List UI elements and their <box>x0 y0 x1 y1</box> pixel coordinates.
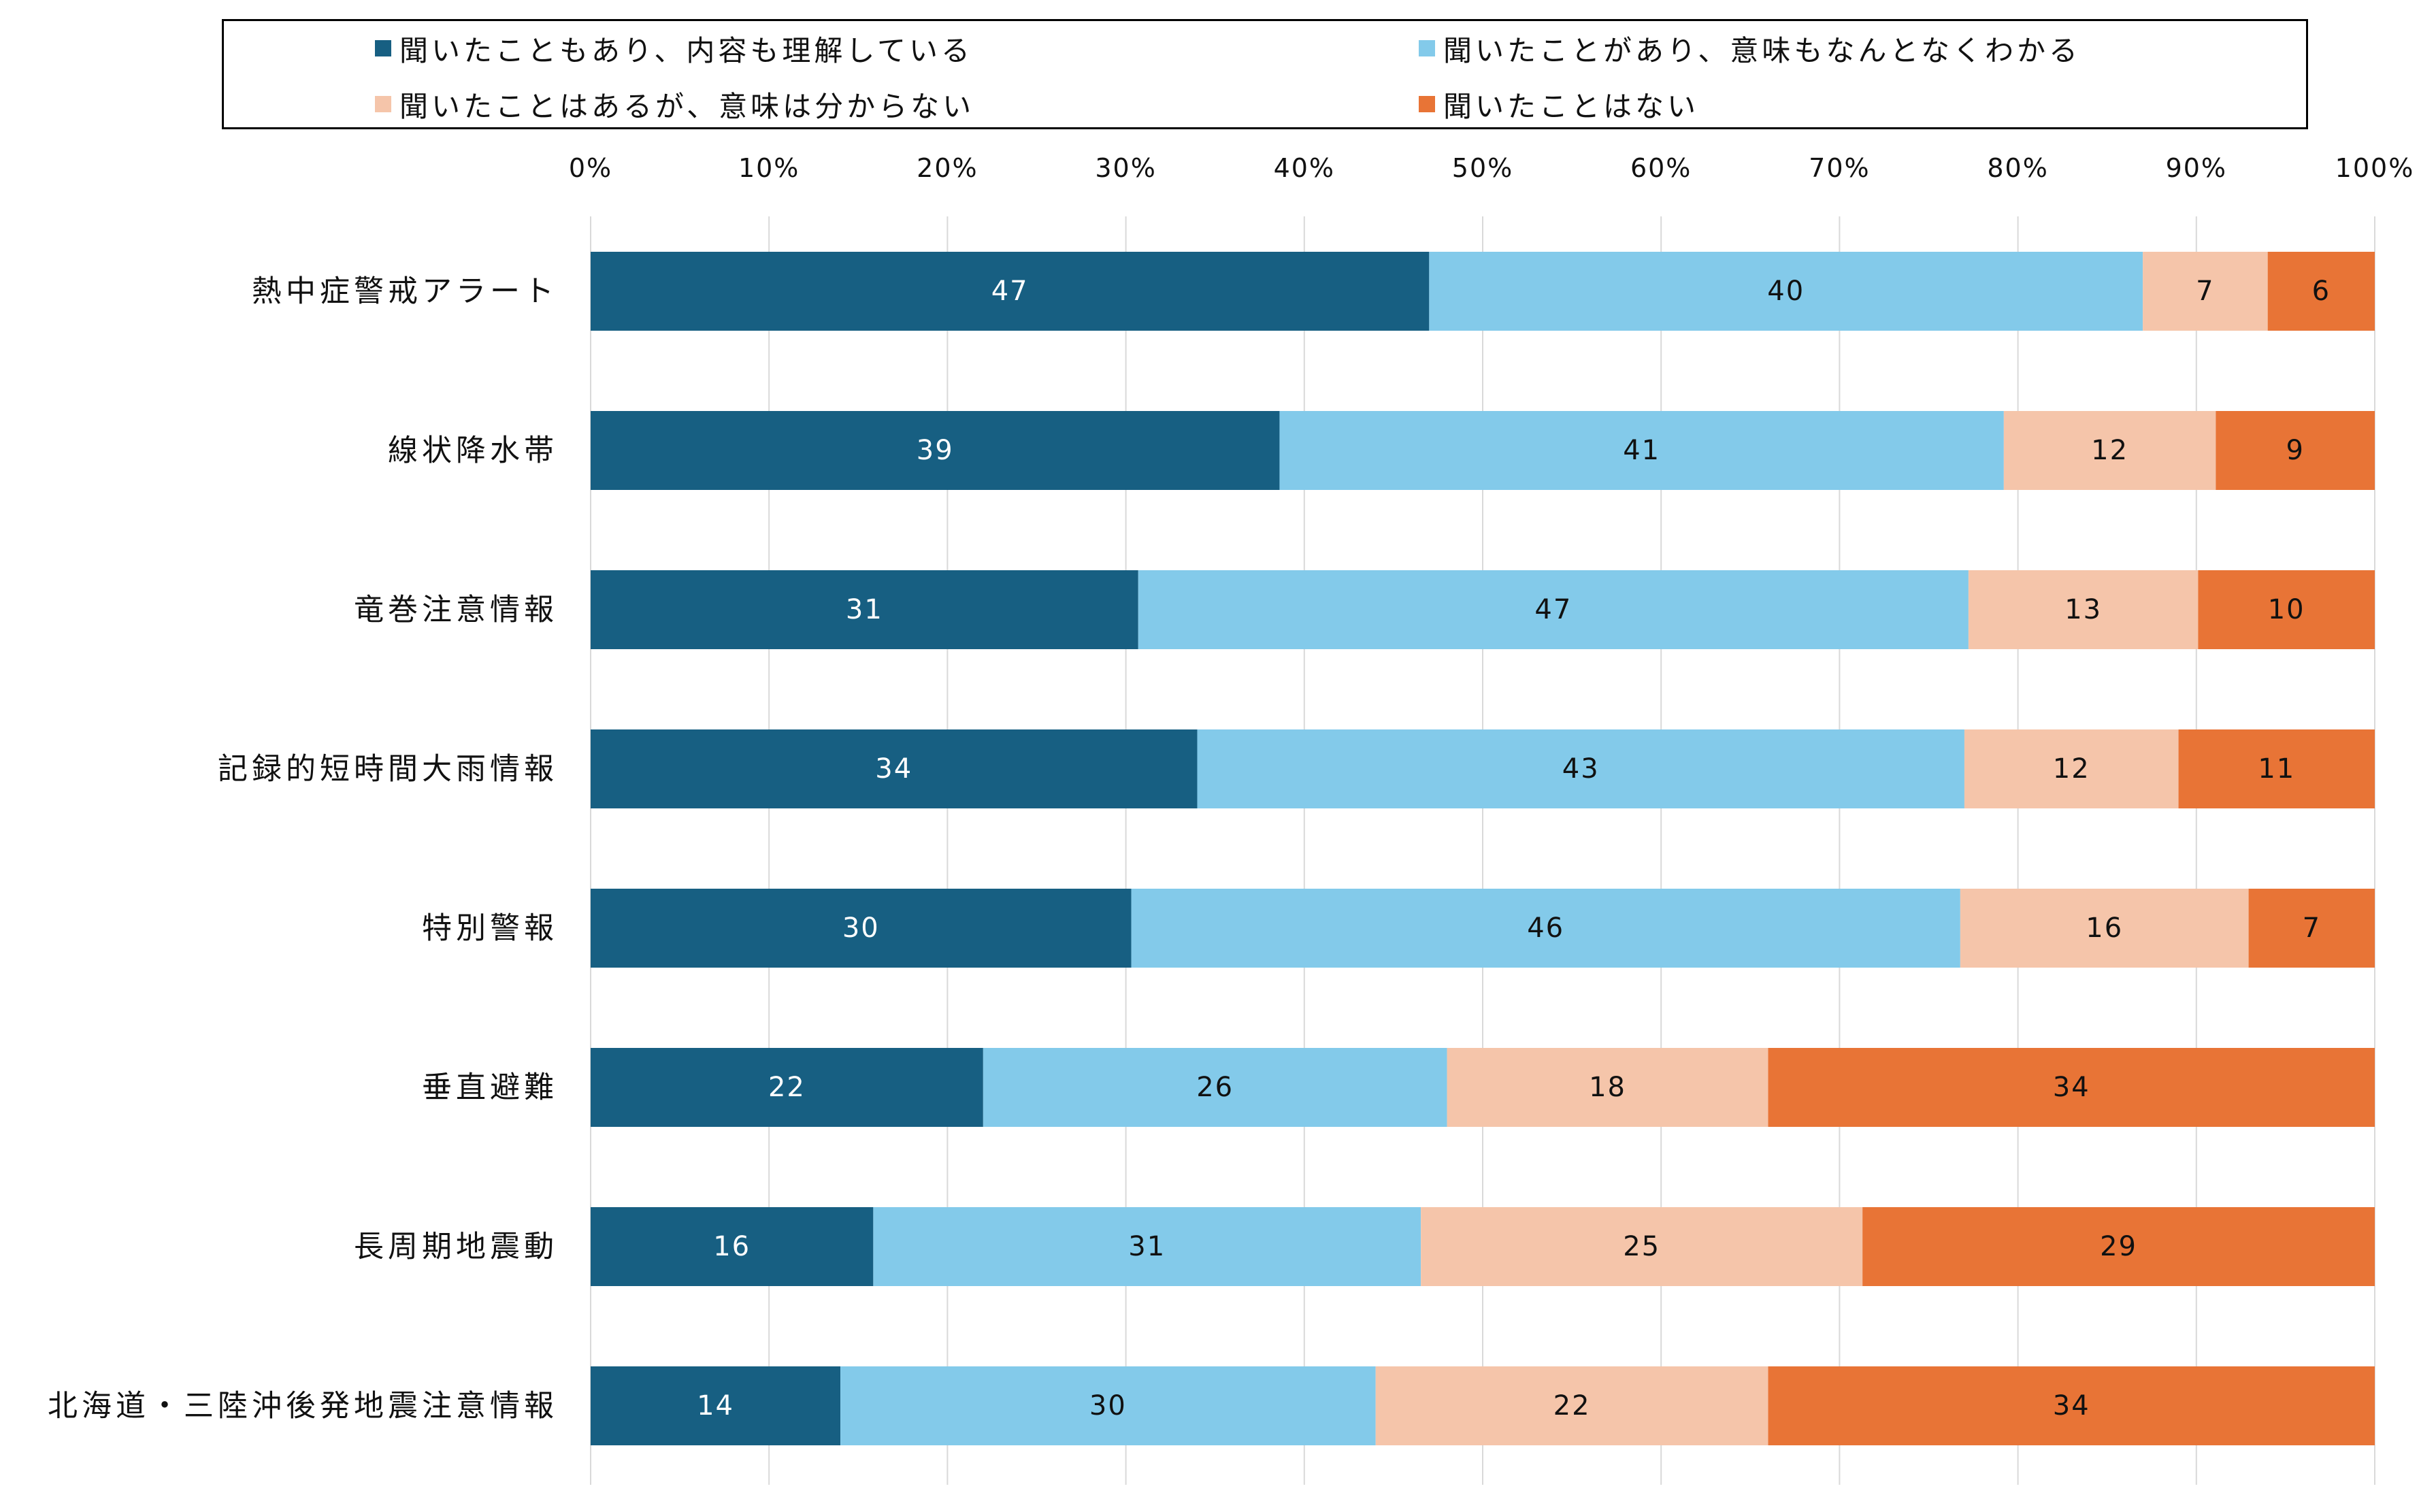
x-tick-label: 30% <box>1095 153 1156 183</box>
data-label: 47 <box>991 276 1029 307</box>
x-tick-label: 10% <box>738 153 800 183</box>
data-label: 14 <box>697 1390 734 1421</box>
legend-item-not-understand: 聞いたことはあるが、意味は分からない <box>375 84 974 125</box>
bar-segment <box>1964 729 2179 808</box>
data-label: 40 <box>1767 276 1805 307</box>
data-label: 30 <box>842 913 880 944</box>
data-label: 18 <box>1589 1072 1626 1103</box>
legend-swatch-never-heard <box>1419 96 1435 112</box>
bar-segment <box>2216 411 2375 490</box>
data-label: 16 <box>2086 913 2123 944</box>
bar-segment <box>591 889 1132 968</box>
bar-segment <box>591 252 1430 331</box>
bar-segment <box>1862 1207 2375 1286</box>
x-tick-label: 0% <box>569 153 612 183</box>
bar-segment <box>1768 1366 2375 1445</box>
category-label: 特別警報 <box>422 911 558 946</box>
data-label: 34 <box>875 753 912 785</box>
bar-segment <box>591 570 1138 649</box>
data-label: 47 <box>1534 594 1572 625</box>
legend-item-understand: 聞いたこともあり、内容も理解している <box>375 28 973 69</box>
category-label: 北海道・三陸沖後発地震注意情報 <box>48 1389 558 1424</box>
legend-item-never-heard: 聞いたことはない <box>1419 84 1699 125</box>
category-label: 熱中症警戒アラート <box>252 274 558 309</box>
x-tick-label: 40% <box>1274 153 1335 183</box>
bar-segment <box>1421 1207 1863 1286</box>
bar-segment <box>2003 411 2216 490</box>
bar-segment <box>1279 411 2004 490</box>
bar-segment <box>1968 570 2199 649</box>
data-label: 22 <box>1553 1390 1591 1421</box>
data-label: 31 <box>1128 1231 1166 1262</box>
bar-segment <box>983 1048 1447 1127</box>
bar-segment <box>840 1366 1376 1445</box>
data-label: 12 <box>2053 753 2090 785</box>
data-label: 31 <box>846 594 883 625</box>
bar-segment <box>1375 1366 1768 1445</box>
data-label: 13 <box>2064 594 2102 625</box>
legend-label-somewhat: 聞いたことがあり、意味もなんとなくわかる <box>1443 33 2081 67</box>
bar-segment <box>591 1048 983 1127</box>
legend-label-not-understand: 聞いたことはあるが、意味は分からない <box>399 89 975 123</box>
data-label: 6 <box>2312 276 2331 307</box>
data-label: 34 <box>2053 1390 2090 1421</box>
x-tick-label: 90% <box>2166 153 2227 183</box>
data-label: 7 <box>2196 276 2214 307</box>
bar-segment <box>591 1207 874 1286</box>
legend-item-somewhat: 聞いたことがあり、意味もなんとなくわかる <box>1419 28 2081 69</box>
legend-label-never-heard: 聞いたことはない <box>1443 89 1700 123</box>
x-tick-label: 100% <box>2335 153 2415 183</box>
bar-segment <box>1960 889 2249 968</box>
data-label: 9 <box>2286 435 2304 466</box>
data-label: 46 <box>1527 913 1564 944</box>
bar-segment <box>591 411 1280 490</box>
data-label: 11 <box>2258 753 2295 785</box>
bar-segment <box>1138 570 1969 649</box>
category-label: 長周期地震動 <box>354 1230 558 1264</box>
data-label: 34 <box>2053 1072 2090 1103</box>
legend-label-understand: 聞いたこともあり、内容も理解している <box>399 33 974 67</box>
bar-segment <box>873 1207 1421 1286</box>
data-label: 43 <box>1562 753 1600 785</box>
bar-segment <box>1768 1048 2375 1127</box>
bar-segment <box>2143 252 2268 331</box>
data-label: 30 <box>1089 1390 1127 1421</box>
bar-segment <box>591 729 1198 808</box>
data-label: 26 <box>1196 1072 1234 1103</box>
category-label: 竜巻注意情報 <box>354 593 558 627</box>
data-label: 22 <box>768 1072 806 1103</box>
category-label: 垂直避難 <box>422 1070 558 1105</box>
legend-swatch-not-understand <box>375 96 391 112</box>
data-label: 12 <box>2091 435 2128 466</box>
bar-segment <box>1131 889 1960 968</box>
bar-segment <box>2267 252 2375 331</box>
legend: 聞いたこともあり、内容も理解している 聞いたことがあり、意味もなんとなくわかる … <box>222 19 2308 129</box>
data-label: 7 <box>2303 913 2321 944</box>
data-label: 10 <box>2268 594 2305 625</box>
bar-segment <box>591 1366 841 1445</box>
bar-segment <box>1447 1048 1768 1127</box>
bar-segment <box>2248 889 2375 968</box>
data-label: 39 <box>917 435 954 466</box>
bar-segment <box>1429 252 2143 331</box>
x-tick-label: 60% <box>1630 153 1692 183</box>
legend-swatch-somewhat <box>1419 40 1435 56</box>
category-label: 記録的短時間大雨情報 <box>218 752 558 787</box>
bar-segment <box>1197 729 1964 808</box>
x-tick-label: 50% <box>1452 153 1513 183</box>
data-label: 41 <box>1623 435 1660 466</box>
x-tick-label: 70% <box>1809 153 1870 183</box>
x-tick-label: 80% <box>1987 153 2048 183</box>
bar-segment <box>2198 570 2375 649</box>
x-tick-label: 20% <box>917 153 978 183</box>
data-label: 29 <box>2100 1231 2137 1262</box>
data-label: 16 <box>713 1231 751 1262</box>
legend-swatch-understand <box>375 40 391 56</box>
category-label: 線状降水帯 <box>388 433 558 468</box>
data-label: 25 <box>1623 1231 1660 1262</box>
bar-segment <box>2178 729 2375 808</box>
